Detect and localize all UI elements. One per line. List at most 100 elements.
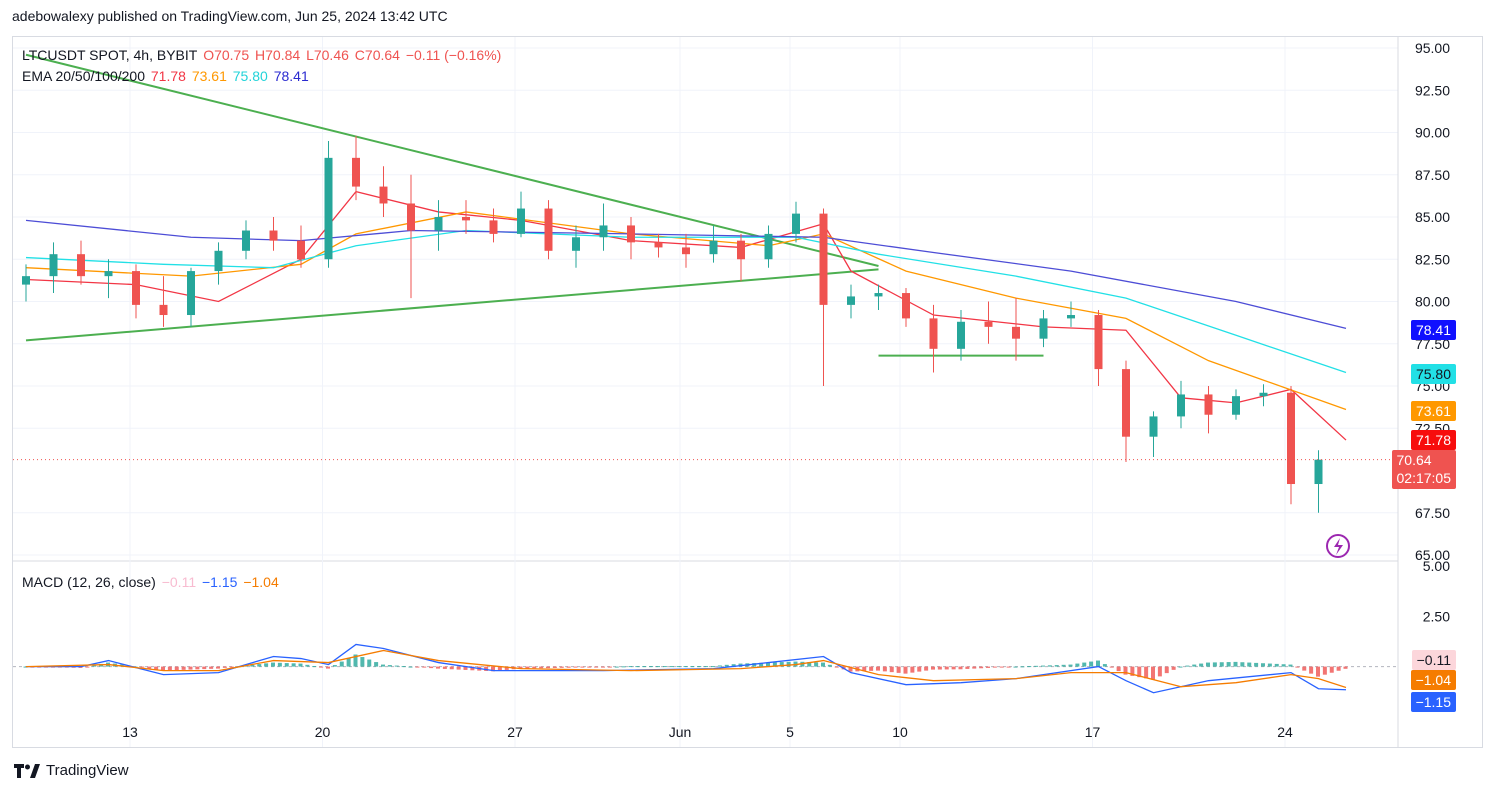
candle-body xyxy=(324,157,333,260)
candle-body xyxy=(984,321,993,327)
macd-hist-bar xyxy=(992,666,997,668)
macd-hist-bar xyxy=(1047,665,1052,667)
candle-body xyxy=(269,230,278,241)
macd-hist-bar xyxy=(174,666,179,671)
price-tick-label: 65.00 xyxy=(1415,547,1450,563)
macd-hist-bar xyxy=(1219,662,1224,667)
tradingview-logo[interactable]: TradingView xyxy=(14,762,129,779)
candle-body xyxy=(847,296,855,305)
candle-body xyxy=(1012,326,1020,339)
macd-hist-bar xyxy=(621,666,626,668)
macd-hist-bar xyxy=(944,666,949,670)
macd-hist-bar xyxy=(814,662,819,667)
macd-hist-badge: −0.11 xyxy=(1411,650,1456,670)
ema-label[interactable]: EMA 20/50/100/200 xyxy=(22,68,145,84)
macd-hist-bar xyxy=(862,666,867,672)
macd-label[interactable]: MACD (12, 26, close) xyxy=(22,574,156,590)
last-price-value: 70.64 xyxy=(1396,452,1432,468)
macd-hist-bar xyxy=(1316,666,1320,677)
macd-hist-bar xyxy=(449,666,454,670)
macd-hist-bar xyxy=(546,666,550,669)
candle-body xyxy=(517,208,525,234)
macd-hist-bar xyxy=(525,666,530,669)
macd-hist-bar xyxy=(154,666,159,670)
macd-hist-bar xyxy=(298,663,303,667)
macd-hist-bar xyxy=(339,661,344,667)
candle-body xyxy=(1094,315,1103,370)
candle-body xyxy=(1314,459,1323,485)
macd-hist-bar xyxy=(147,666,152,669)
macd-hist-bar xyxy=(326,666,330,669)
macd-hist-bar xyxy=(1336,666,1341,671)
macd-hist-bar xyxy=(202,666,207,670)
bar-countdown: 02:17:05 xyxy=(1396,470,1452,486)
macd-hist-bar xyxy=(381,664,385,667)
ema20-value: 71.78 xyxy=(150,68,186,84)
macd-hist-bar xyxy=(1013,666,1018,668)
macd-hist-bar xyxy=(78,666,83,668)
macd-hist-bar xyxy=(422,666,427,668)
macd-hist-bar xyxy=(607,666,612,668)
ema200-badge: 78.41 xyxy=(1410,320,1456,340)
candle-body xyxy=(764,233,773,260)
macd-hist-bar xyxy=(1185,665,1190,667)
candle-body xyxy=(1232,396,1240,415)
trendline xyxy=(25,268,879,342)
macd-hist-bar xyxy=(869,666,874,671)
macd-hist-bar xyxy=(188,666,193,670)
macd-hist-bar xyxy=(497,666,502,671)
macd-hist-bar xyxy=(222,666,227,668)
macd-tick-label: 2.50 xyxy=(1423,608,1450,624)
macd-hist-bar xyxy=(1261,663,1265,667)
candle-body xyxy=(1287,392,1295,485)
macd-hist-bar xyxy=(1164,666,1169,674)
macd-hist-bar xyxy=(1192,664,1197,667)
candle-body xyxy=(22,276,30,285)
macd-hist-bar xyxy=(1034,665,1039,667)
macd-hist-bar xyxy=(903,666,908,674)
macd-hist-bar xyxy=(559,666,564,668)
macd-hist-bar xyxy=(910,666,915,673)
trendline xyxy=(25,53,879,267)
macd-hist-bar xyxy=(1199,663,1204,667)
macd-hist-bar xyxy=(1274,663,1279,667)
candle-body xyxy=(49,254,58,277)
macd-hist-bar xyxy=(319,666,324,668)
macd-hist-bar xyxy=(484,666,489,671)
macd-hist-bar xyxy=(882,666,887,672)
macd-hist-bar xyxy=(463,666,468,670)
macd-hist-bar xyxy=(1240,662,1245,667)
macd-hist-bar xyxy=(717,665,722,667)
price-tick-label: 87.50 xyxy=(1415,167,1450,183)
macd-hist-bar xyxy=(1178,666,1183,668)
publisher-line: adebowalexy published on TradingView.com… xyxy=(12,8,448,24)
price-tick-label: 92.50 xyxy=(1415,82,1450,98)
symbol-label[interactable]: LTCUSDT SPOT, 4h, BYBIT xyxy=(22,47,198,63)
macd-hist-bar xyxy=(401,666,406,668)
macd-hist-value: −0.11 xyxy=(161,574,197,590)
price-tick-label: 85.00 xyxy=(1415,209,1450,225)
macd-hist-bar xyxy=(986,666,990,668)
time-axis-label: 24 xyxy=(1277,724,1293,740)
high-value: H70.84 xyxy=(255,47,301,63)
macd-hist-bar xyxy=(436,666,440,669)
macd-hist-bar xyxy=(332,665,337,667)
change-value: −0.11 (−0.16%) xyxy=(405,47,502,63)
macd-hist-bar xyxy=(23,666,28,668)
macd-hist-bar xyxy=(360,657,365,667)
candle-body xyxy=(1204,394,1213,415)
macd-hist-bar xyxy=(1212,662,1217,667)
macd-hist-bar xyxy=(367,659,372,667)
macd-hist-bar xyxy=(552,666,557,668)
macd-hist-bar xyxy=(1006,666,1011,668)
candle-body xyxy=(242,230,250,251)
ema100-badge: 75.80 xyxy=(1410,364,1456,384)
candle-body xyxy=(379,186,388,204)
time-axis-label: 13 xyxy=(122,724,138,740)
macd-line-value: −1.15 xyxy=(202,574,238,590)
macd-hist-bar xyxy=(786,661,791,667)
macd-hist-bar xyxy=(250,664,255,667)
macd-hist-bar xyxy=(566,666,571,668)
macd-hist-bar xyxy=(181,666,186,670)
